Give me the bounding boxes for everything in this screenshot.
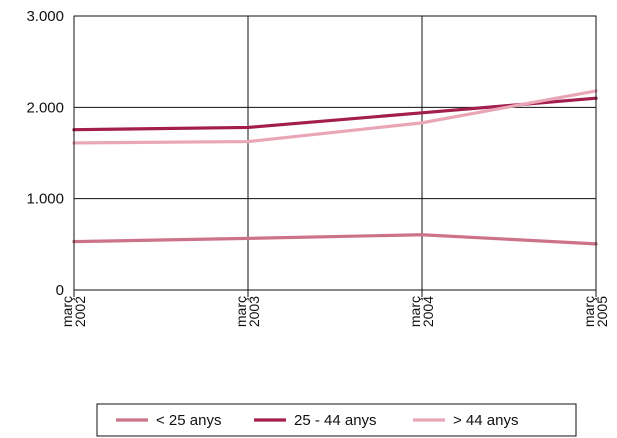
- x-tick-label-month-2: març: [407, 296, 423, 327]
- legend-label-1: 25 - 44 anys: [294, 412, 377, 429]
- series-point-0-2: [420, 233, 424, 237]
- series-point-2-2: [420, 121, 424, 125]
- series-point-1-1: [246, 125, 250, 130]
- x-tick-label-year-2: 2004: [420, 296, 436, 327]
- x-tick-label-month-0: març: [59, 296, 75, 327]
- y-tick-label-2: 2.000: [26, 99, 64, 116]
- x-tick-label-month-1: març: [233, 296, 249, 327]
- x-tick-label-month-3: març: [581, 296, 597, 327]
- chart-grid: [74, 16, 596, 290]
- legend-box: [96, 403, 577, 437]
- series-line-2: [72, 89, 598, 145]
- series-point-1-2: [420, 111, 424, 115]
- series-point-0-1: [246, 236, 250, 240]
- series-point-2-1: [246, 139, 250, 144]
- y-axis-ticks: 0 1.000 2.000 3.000: [26, 8, 64, 299]
- plot-frame: [73, 15, 597, 291]
- y-tick-label-3: 3.000: [26, 8, 64, 25]
- y-tick-label-1: 1.000: [26, 191, 64, 208]
- legend-label-2: > 44 anys: [453, 412, 518, 429]
- series-line-1: [72, 96, 598, 132]
- x-tick-label-year-1: 2003: [246, 296, 262, 327]
- x-tick-label-year-0: 2002: [72, 296, 88, 327]
- legend-label-0: < 25 anys: [156, 412, 221, 429]
- x-tick-label-year-3: 2005: [594, 296, 610, 327]
- chart-series: [72, 89, 598, 246]
- series-line-0: [72, 233, 598, 246]
- chart-legend: < 25 anys 25 - 44 anys > 44 anys: [96, 403, 577, 437]
- y-tick-label-0: 0: [56, 282, 64, 299]
